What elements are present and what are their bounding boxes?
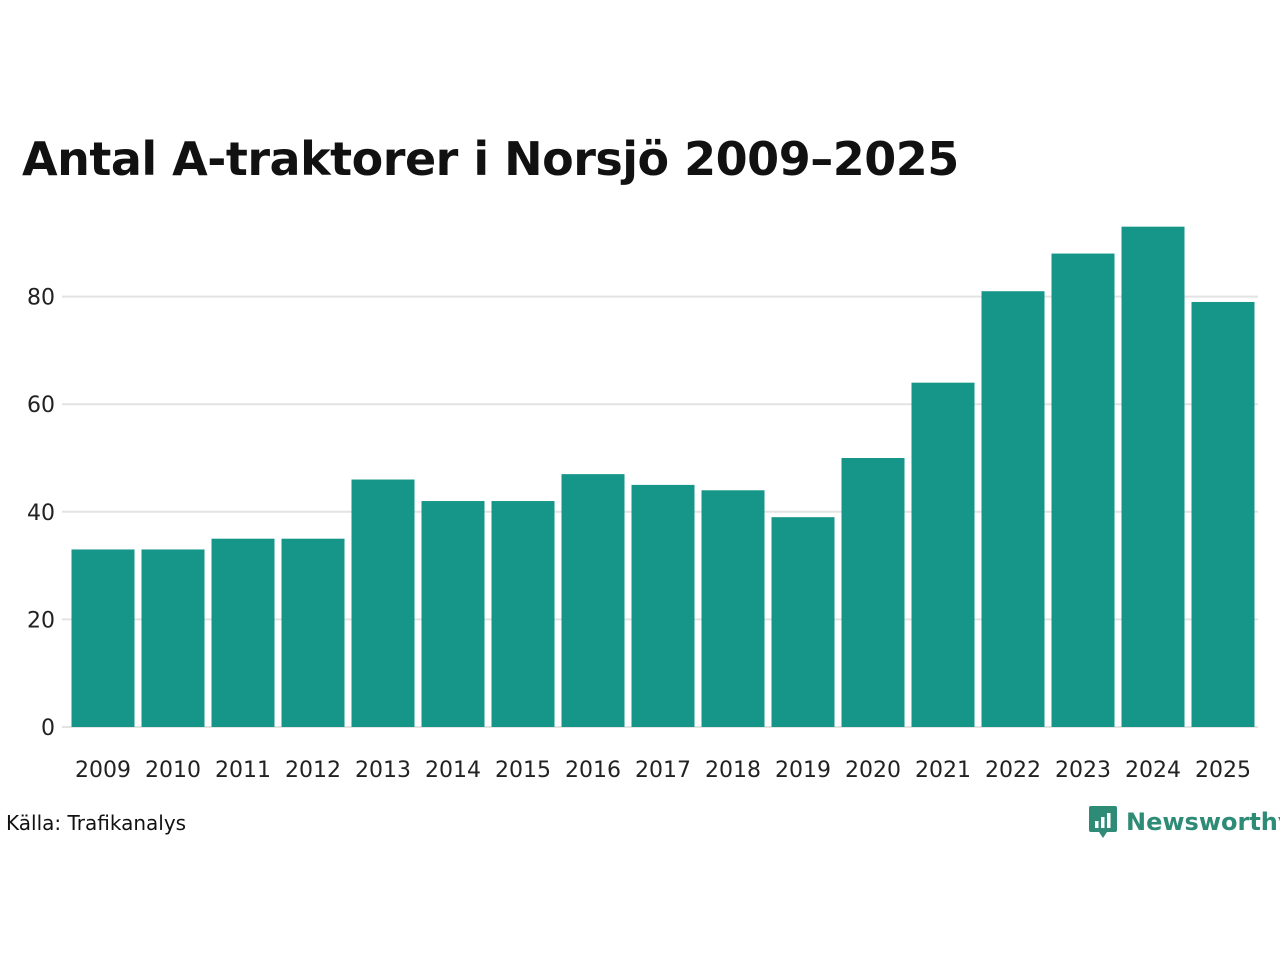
y-tick-label: 20 [27, 608, 55, 633]
x-tick-label: 2012 [285, 758, 341, 783]
source-note: Källa: Trafikanalys [6, 811, 187, 835]
x-tick-label: 2021 [915, 758, 971, 783]
bar-2017 [631, 484, 695, 727]
bar-2009 [71, 549, 135, 727]
y-tick-label: 60 [27, 393, 55, 418]
bar-2010 [141, 549, 205, 727]
bar-2021 [911, 382, 975, 727]
x-tick-label: 2009 [75, 758, 131, 783]
bar-2012 [281, 538, 345, 727]
bar-2015 [491, 501, 555, 727]
x-tick-label: 2017 [635, 758, 691, 783]
y-tick-label: 80 [27, 286, 55, 311]
bar-2020 [841, 458, 905, 727]
x-tick-label: 2025 [1195, 758, 1251, 783]
bar-2018 [701, 490, 765, 727]
x-tick-label: 2023 [1055, 758, 1111, 783]
bar-2014 [421, 501, 485, 727]
x-tick-label: 2024 [1125, 758, 1181, 783]
brand-name: Newsworthy [1126, 808, 1280, 836]
bar-2016 [561, 474, 625, 727]
x-tick-label: 2018 [705, 758, 761, 783]
bar-2011 [211, 538, 275, 727]
chart-title: Antal A-traktorer i Norsjö 2009–2025 [22, 132, 959, 186]
x-tick-label: 2013 [355, 758, 411, 783]
bar-2025 [1191, 301, 1255, 727]
x-tick-label: 2014 [425, 758, 481, 783]
brand-logo: Newsworthy [1088, 804, 1280, 840]
x-tick-label: 2010 [145, 758, 201, 783]
bar-2013 [351, 479, 415, 727]
bar-2024 [1121, 226, 1185, 727]
bar-2019 [771, 517, 835, 727]
x-tick-label: 2016 [565, 758, 621, 783]
x-axis-tick-labels: 2009 2010 2011 2012 2013 2014 2015 2016 2017 2018… [75, 758, 1251, 783]
bar-2023 [1051, 253, 1115, 727]
x-tick-label: 2019 [775, 758, 831, 783]
bar-2022 [981, 291, 1045, 727]
y-tick-label: 40 [27, 501, 55, 526]
x-tick-label: 2020 [845, 758, 901, 783]
bars [71, 226, 1255, 727]
x-tick-label: 2022 [985, 758, 1041, 783]
y-tick-label: 0 [41, 716, 55, 741]
y-axis-tick-labels: 0 20 40 60 80 [27, 286, 55, 741]
x-tick-label: 2015 [495, 758, 551, 783]
bar-chart-speech-bubble-icon [1089, 806, 1117, 838]
x-tick-label: 2011 [215, 758, 271, 783]
